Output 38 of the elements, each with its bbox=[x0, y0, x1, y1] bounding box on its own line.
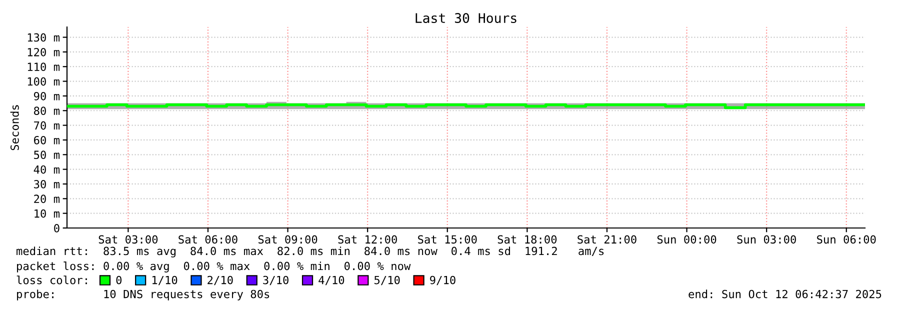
x-tick-label: Sat 21:00 bbox=[578, 235, 636, 244]
y-tick-label: 0 bbox=[54, 224, 60, 232]
y-tick-label: 120 m bbox=[28, 48, 60, 56]
y-tick-label: 110 m bbox=[28, 62, 60, 72]
legend-label: 9/10 bbox=[430, 276, 456, 286]
x-tick-label: Sun 06:00 bbox=[817, 235, 876, 244]
chart-title: Last 30 Hours bbox=[416, 13, 516, 24]
legend-label: 0 bbox=[116, 276, 122, 284]
x-tick-label: Sun 00:00 bbox=[657, 235, 716, 244]
x-tick-label: Sun 03:00 bbox=[737, 235, 796, 244]
x-tick-label: Sat 12:00 bbox=[338, 235, 397, 244]
y-tick-label: 10 m bbox=[34, 209, 60, 218]
y-tick-label: 60 m bbox=[34, 136, 60, 144]
legend-label: 5/10 bbox=[374, 276, 400, 286]
y-tick-label: 50 m bbox=[34, 150, 60, 160]
text: probe: 10 DNS requests every 80s bbox=[17, 290, 270, 300]
legend-label: 3/10 bbox=[263, 276, 288, 286]
legend-label: 4/10 bbox=[318, 276, 344, 286]
y-axis-title: Seconds bbox=[10, 105, 19, 150]
x-tick-label: Sat 09:00 bbox=[258, 235, 318, 244]
y-tick-label: 100 m bbox=[28, 77, 60, 86]
y-tick-label: 130 m bbox=[28, 33, 60, 42]
legend-label: 2/10 bbox=[208, 276, 233, 286]
y-tick-label: 40 m bbox=[34, 165, 60, 174]
x-tick-label: Sat 15:00 bbox=[418, 235, 477, 244]
text: median rtt: 83.5 ms avg 84.0 ms max 82.0 ms min 84.0 ms now 0.4 ms sd 191.2 am/s bbox=[16, 246, 604, 258]
legend-title: loss color: bbox=[16, 276, 87, 284]
y-tick-label: 20 m bbox=[34, 194, 60, 204]
x-tick-label: Sat 06:00 bbox=[178, 235, 238, 244]
x-tick-label: Sat 18:00 bbox=[498, 235, 557, 244]
y-tick-label: 70 m bbox=[34, 121, 60, 130]
legend-label: 1/10 bbox=[152, 276, 178, 286]
y-tick-label: 90 m bbox=[34, 92, 60, 100]
text: end: Sun Oct 12 06:42:37 2025 bbox=[688, 290, 882, 298]
y-tick-label: 30 m bbox=[34, 180, 60, 188]
text: packet loss: 0.00 % avg 0.00 % max 0.00 % min 0.00 % now bbox=[17, 262, 411, 272]
x-tick-label: Sat 03:00 bbox=[98, 235, 158, 244]
y-tick-label: 80 m bbox=[34, 106, 60, 116]
